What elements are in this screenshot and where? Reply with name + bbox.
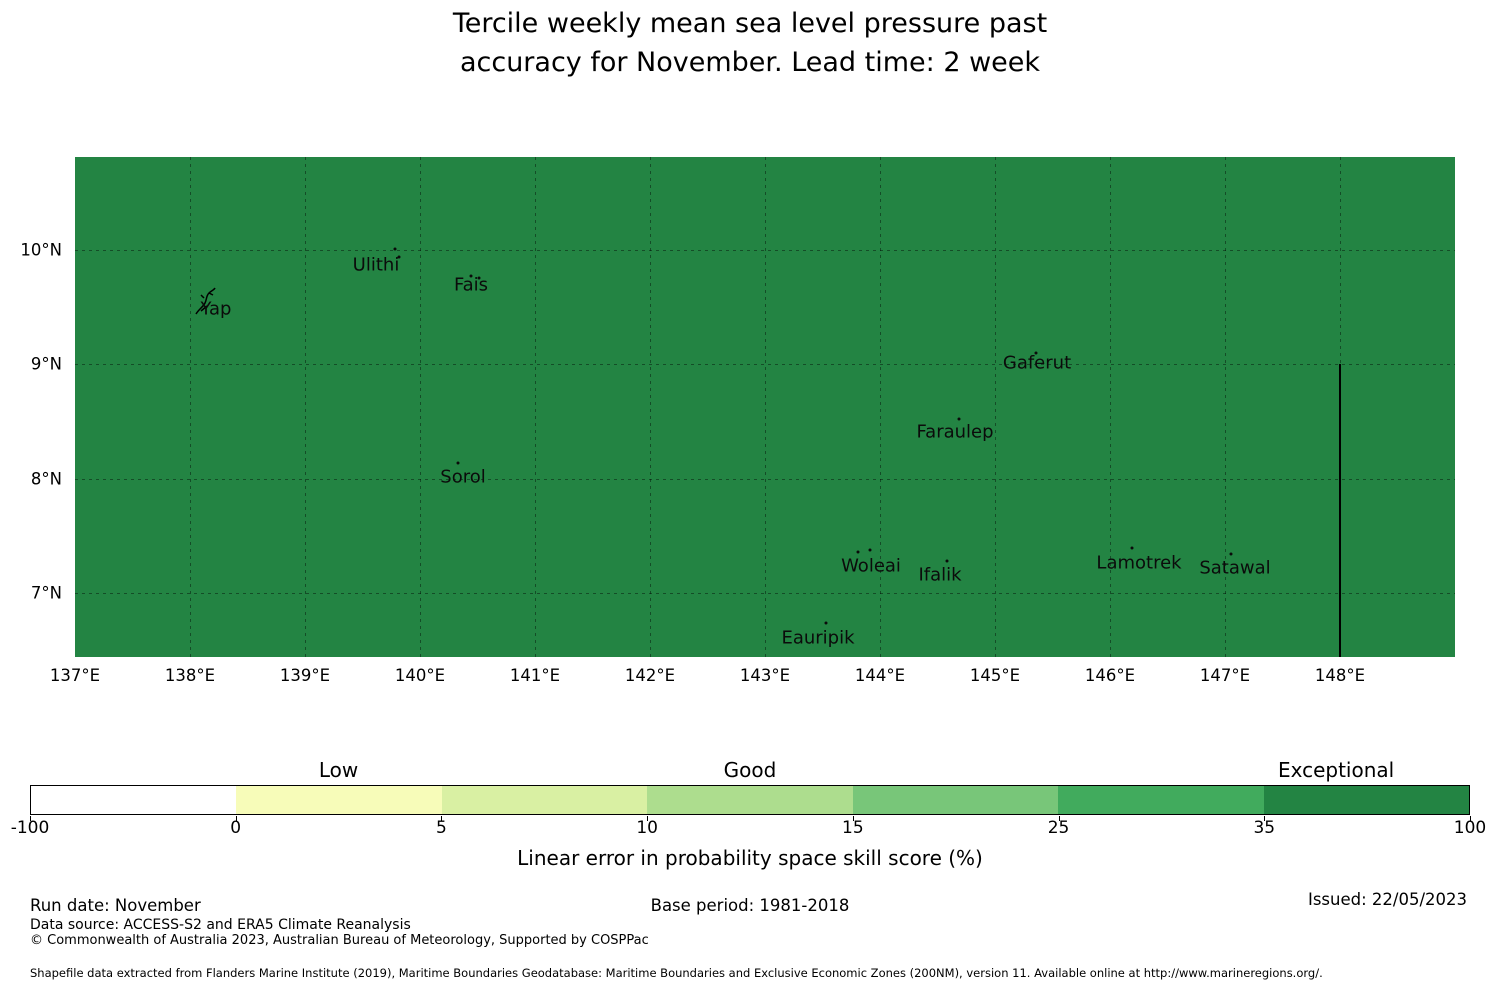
lon-tick-label: 146°E	[1084, 666, 1136, 685]
colorbar-tick-label: 5	[436, 818, 447, 838]
lon-tick-label: 147°E	[1199, 666, 1251, 685]
colorbar-tick-mark	[235, 816, 237, 821]
lon-tick-label: 139°E	[279, 666, 331, 685]
lon-gridline	[420, 157, 421, 657]
lat-tick-label: 10°N	[20, 240, 62, 259]
island-label-ifalik: Ifalik	[918, 564, 962, 586]
colorbar-segment	[441, 786, 648, 814]
island-label-gaferut: Gaferut	[1002, 352, 1072, 374]
colorbar-tick-label: 35	[1253, 818, 1276, 838]
island-dot	[456, 461, 460, 465]
lon-gridline	[650, 157, 651, 657]
lon-gridline	[765, 157, 766, 657]
lat-gridline	[75, 364, 1455, 365]
island-dot	[868, 548, 872, 552]
lon-gridline	[1225, 157, 1226, 657]
colorbar-category-low: Low	[318, 758, 359, 782]
colorbar-segment	[852, 786, 1059, 814]
colorbar	[30, 785, 1470, 815]
island-dot	[1130, 546, 1134, 550]
colorbar-tick-label: 25	[1047, 818, 1070, 838]
colorbar-segment	[1058, 786, 1264, 814]
island-label-eauripik: Eauripik	[781, 627, 855, 649]
eez-boundary-line	[1339, 364, 1341, 657]
footer-shapefile-attribution: Shapefile data extracted from Flanders M…	[30, 966, 1323, 980]
island-dot	[477, 276, 481, 280]
colorbar-segment	[236, 786, 442, 814]
lon-tick-label: 143°E	[739, 666, 791, 685]
lon-tick-label: 137°E	[49, 666, 101, 685]
colorbar-segment	[647, 786, 853, 814]
colorbar-tick-label: 15	[842, 818, 864, 838]
colorbar-tick-mark	[1264, 816, 1266, 821]
island-label-sorol: Sorol	[440, 466, 486, 488]
footer-run-date: Run date: November	[30, 896, 201, 915]
island-dot	[1034, 351, 1038, 355]
island-dot	[393, 247, 397, 251]
lat-gridline	[75, 593, 1455, 594]
lon-tick-label: 141°E	[509, 666, 561, 685]
lat-tick-label: 9°N	[30, 354, 62, 374]
colorbar-tick-mark	[1058, 816, 1060, 821]
island-dot	[856, 550, 860, 554]
colorbar-axis-label: Linear error in probability space skill …	[517, 846, 983, 870]
lat-gridline	[75, 249, 1455, 251]
lon-tick-label: 144°E	[854, 666, 906, 685]
lon-tick-label: 138°E	[164, 666, 216, 685]
colorbar-category-good: Good	[723, 758, 777, 782]
colorbar-tick-mark	[1470, 816, 1471, 821]
island-label-fais: Fais	[453, 274, 489, 296]
island-label-faraulep: Faraulep	[916, 421, 994, 443]
colorbar-segment	[1263, 786, 1469, 814]
lon-gridline	[535, 157, 536, 657]
island-dot	[824, 621, 828, 625]
yap-island-shape	[195, 287, 216, 315]
lat-gridline	[75, 478, 1455, 480]
lon-tick-label: 140°E	[394, 666, 446, 685]
lon-gridline	[305, 157, 306, 657]
lon-tick-label: 148°E	[1314, 666, 1366, 685]
lon-gridline	[880, 157, 881, 657]
colorbar-tick-label: 0	[230, 818, 242, 838]
figure-title-line2: accuracy for November. Lead time: 2 week	[459, 47, 1041, 78]
colorbar-tick-label: 10	[636, 818, 658, 838]
island-label-yap: Yap	[200, 298, 232, 320]
island-dot	[957, 417, 961, 421]
colorbar-segment	[31, 786, 237, 814]
island-dot	[945, 559, 949, 563]
lon-gridline	[1340, 157, 1341, 657]
island-dot	[1229, 552, 1233, 556]
island-dot	[397, 255, 401, 259]
colorbar-tick-mark	[647, 816, 649, 821]
island-label-ulithi: Ulithi	[352, 254, 400, 276]
lon-tick-label: 142°E	[624, 666, 676, 685]
island-dot	[469, 274, 473, 278]
lat-tick-label: 8°N	[30, 469, 62, 488]
footer-base-period: Base period: 1981-2018	[650, 896, 850, 915]
lon-gridline	[995, 157, 996, 657]
lon-gridline	[190, 157, 191, 657]
island-label-woleai: Woleai	[841, 555, 901, 577]
lon-tick-label: 145°E	[969, 666, 1021, 685]
colorbar-tick-mark	[441, 816, 443, 821]
figure-title: Tercile weekly mean sea level pressure p…	[0, 4, 1500, 82]
colorbar-tick-label: 100	[1453, 818, 1487, 838]
island-label-satawal: Satawal	[1199, 557, 1271, 579]
footer-data-source: Data source: ACCESS-S2 and ERA5 Climate …	[30, 917, 411, 933]
colorbar-tick-mark	[30, 816, 31, 821]
colorbar-tick-mark	[852, 816, 854, 821]
footer-issued-date: Issued: 22/05/2023	[1307, 890, 1467, 909]
footer-copyright: © Commonwealth of Australia 2023, Austra…	[30, 933, 649, 948]
map-panel: Yap Ulithi Fais Sorol Gaferut Faraulep Woleai I…	[75, 157, 1455, 657]
lon-gridline	[1110, 157, 1111, 657]
colorbar-tick-label: -100	[10, 818, 50, 838]
lat-tick-label: 7°N	[30, 583, 62, 603]
colorbar-category-exceptional: Exceptional	[1277, 758, 1395, 782]
island-label-lamotrek: Lamotrek	[1096, 552, 1182, 574]
figure-title-line1: Tercile weekly mean sea level pressure p…	[452, 8, 1048, 39]
